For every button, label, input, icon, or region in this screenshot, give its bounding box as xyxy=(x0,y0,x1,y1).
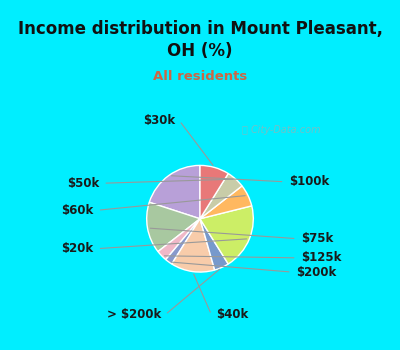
Text: ⓘ City-Data.com: ⓘ City-Data.com xyxy=(242,125,320,135)
Wedge shape xyxy=(172,219,215,272)
Wedge shape xyxy=(200,166,228,219)
Wedge shape xyxy=(200,174,242,219)
Text: $30k: $30k xyxy=(143,114,175,127)
Text: All residents: All residents xyxy=(153,70,247,83)
Wedge shape xyxy=(147,202,200,252)
Text: $100k: $100k xyxy=(289,175,329,188)
Text: $20k: $20k xyxy=(61,242,93,255)
Wedge shape xyxy=(200,219,228,270)
Wedge shape xyxy=(149,166,200,219)
Text: Income distribution in Mount Pleasant,
OH (%): Income distribution in Mount Pleasant, O… xyxy=(18,20,382,61)
Wedge shape xyxy=(158,219,200,260)
Text: > $200k: > $200k xyxy=(107,308,161,321)
Text: $200k: $200k xyxy=(296,266,336,279)
Wedge shape xyxy=(166,219,200,264)
Text: $125k: $125k xyxy=(301,251,341,264)
Wedge shape xyxy=(200,206,253,264)
Text: $50k: $50k xyxy=(67,177,99,190)
Text: $40k: $40k xyxy=(216,308,248,321)
Wedge shape xyxy=(200,186,252,219)
Text: $75k: $75k xyxy=(301,232,333,245)
Text: $60k: $60k xyxy=(61,204,93,217)
